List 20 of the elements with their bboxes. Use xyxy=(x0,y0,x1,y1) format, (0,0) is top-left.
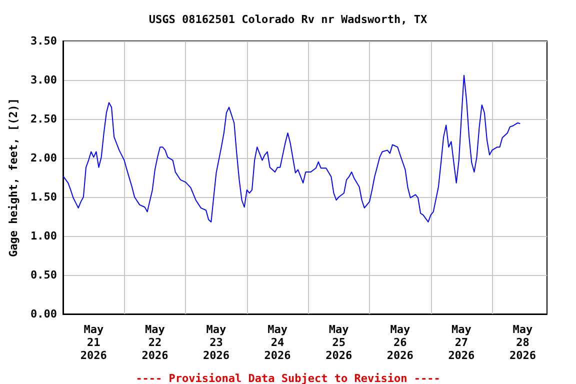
y-tick-label: 1.00 xyxy=(30,230,57,242)
x-tick-label: May 26 2026 xyxy=(386,323,414,362)
y-tick-label: 3.50 xyxy=(30,34,57,48)
text: ---- Provisional Data Subject to Revision ---- xyxy=(136,372,440,384)
x-tick-label: May 23 2026 xyxy=(202,323,230,362)
y-tick-label: 2.00 xyxy=(30,152,57,164)
x-tick-label: May 25 2026 xyxy=(326,323,352,362)
x-tick-label: May 21 2026 xyxy=(80,323,108,362)
x-tick-label: May 22 2026 xyxy=(142,323,169,362)
x-tick-label: May 24 2026 xyxy=(264,323,292,362)
x-tick-label: May 27 2026 xyxy=(448,323,476,362)
y-tick-label: 0.00 xyxy=(30,308,57,320)
y-axis-title: Gage height, feet, [(2)] xyxy=(7,98,20,257)
y-tick-label: 2.50 xyxy=(30,112,57,126)
y-tick-label: 1.50 xyxy=(30,190,57,204)
line-series xyxy=(62,74,521,222)
y-tick-label: 3.00 xyxy=(30,74,57,86)
x-tick-label: May 28 2026 xyxy=(509,323,536,362)
chart-title: USGS 08162501 Colorado Rv nr Wadsworth, TX xyxy=(148,13,428,26)
y-tick-label: 0.50 xyxy=(30,268,57,282)
